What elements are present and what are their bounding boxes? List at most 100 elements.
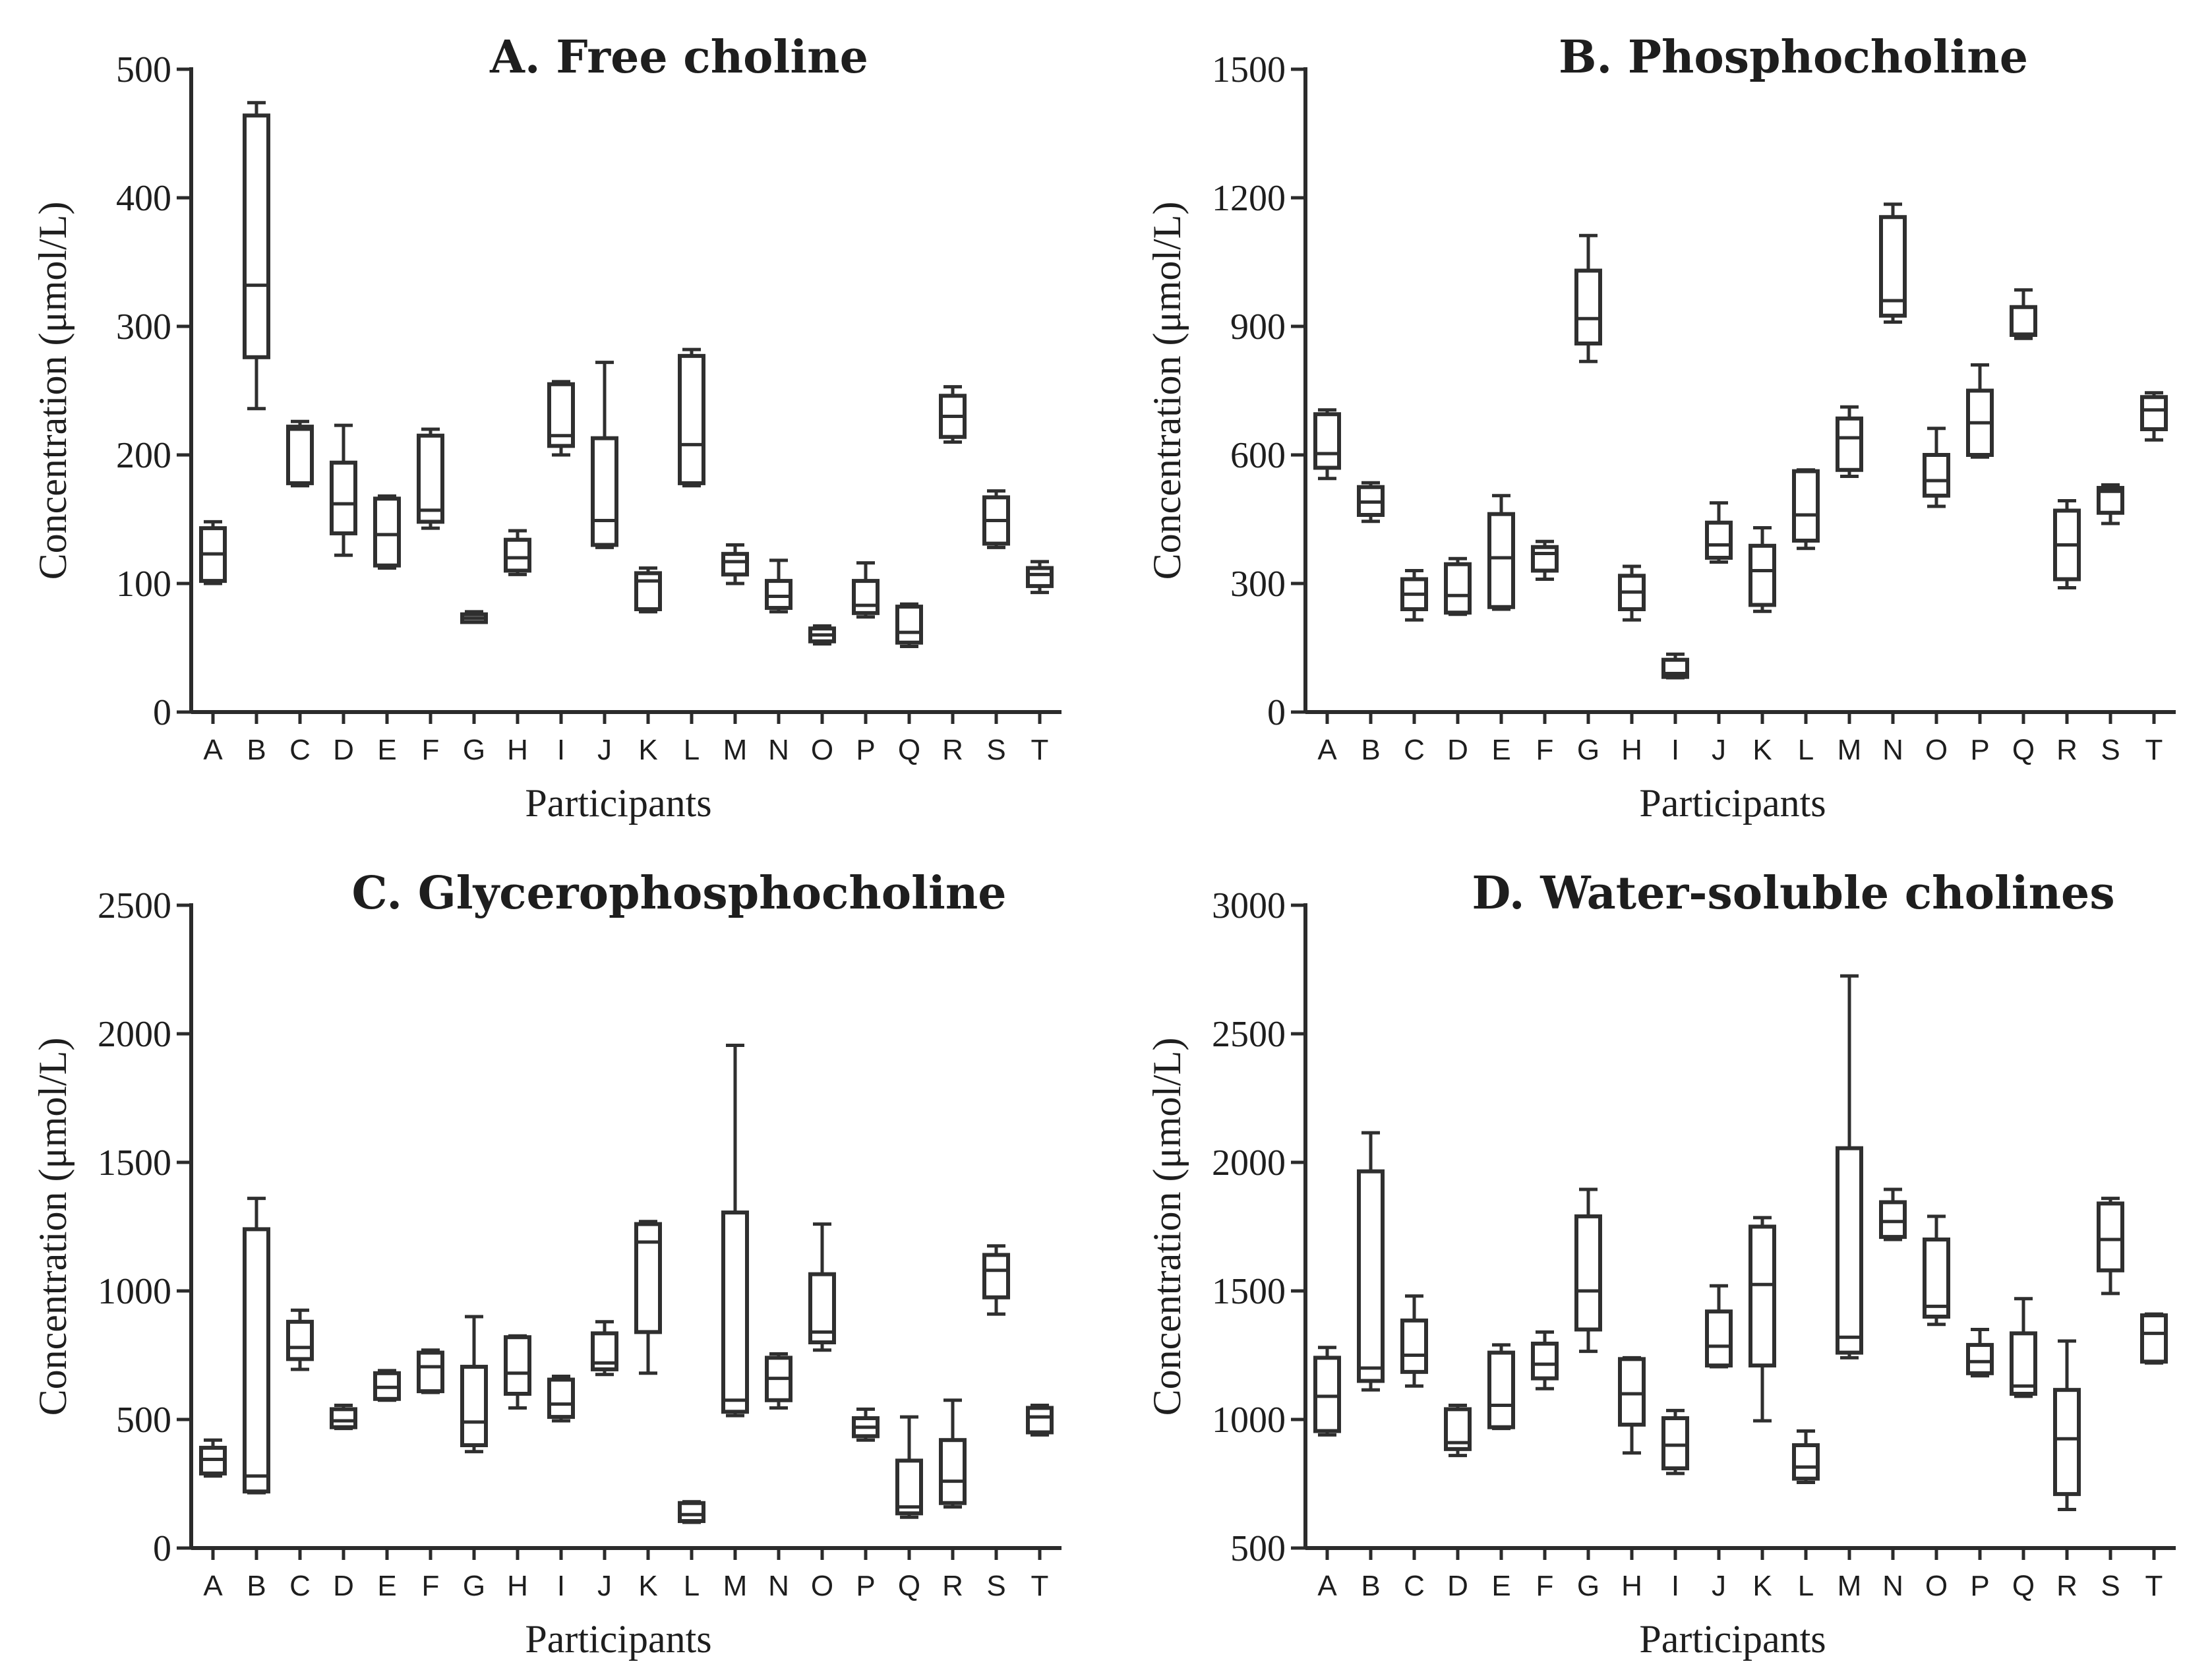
box-plot-R [2053,499,2081,589]
iqr-box [721,552,749,577]
box-plot-J [591,361,618,549]
x-tick-label: M [723,734,748,766]
y-tick-label: 400 [116,178,171,219]
x-tick-label: A [1317,734,1337,766]
box-plot-I [1661,652,1689,680]
iqr-box [1879,215,1907,318]
iqr-box [895,605,923,645]
x-tick-label: B [247,1570,266,1602]
box-plot-T [2140,1312,2168,1365]
iqr-box [1444,562,1472,615]
x-tick-label: F [1536,1570,1554,1602]
box-plot-E [373,1369,401,1402]
box-plot-D [1444,1404,1472,1458]
x-tick-label: I [1671,734,1679,766]
x-tick-label: R [942,1570,963,1602]
box-plot-M [721,543,749,585]
x-tick-label: K [1752,734,1772,766]
iqr-box [504,1335,531,1396]
x-tick-label: N [768,734,789,766]
box-plot-C [286,1308,314,1371]
box-plot-O [808,624,836,646]
box-plot-T [2140,391,2168,442]
iqr-box [1400,1318,1428,1374]
iqr-box [939,1438,967,1505]
x-tick-label: K [1752,1570,1772,1602]
box-plot-Q [2010,288,2037,340]
box-plot-P [1966,363,1994,459]
box-plot-B [1357,1131,1385,1392]
y-tick-label: 3000 [1212,885,1286,926]
x-tick-label: R [942,734,963,766]
y-tick-label: 300 [116,307,171,347]
x-tick-label: D [333,734,354,766]
iqr-box [2053,1388,2081,1497]
box-plot-K [634,1220,662,1375]
y-tick-label: 500 [116,1400,171,1441]
box-plot-N [1879,202,1907,324]
box-plot-L [1792,468,1820,551]
box-plot-H [1618,564,1646,622]
box-plot-J [1705,1284,1733,1369]
y-tick-label: 2500 [1212,1014,1286,1055]
iqr-box [243,1227,270,1494]
iqr-box [808,1272,836,1345]
x-tick-label: C [1404,734,1425,766]
x-tick-label: G [463,1570,485,1602]
x-axis-label: Participants [1639,781,1826,825]
x-tick-label: R [2056,734,2077,766]
y-axis-label: Concentration (μmol/L) [1145,202,1189,580]
x-axis-label: Participants [1639,1617,1826,1661]
box-plot-A [199,520,227,585]
x-axis-label: Participants [525,781,711,825]
iqr-box [634,1222,662,1334]
y-tick-label: 0 [153,692,171,733]
box-plot-G [1574,1187,1602,1354]
box-plot-F [417,1348,444,1394]
x-tick-label: J [1712,1570,1726,1602]
iqr-box [1749,543,1776,607]
box-plot-L [678,1500,705,1524]
x-tick-label: B [1361,734,1380,766]
box-plot-L [678,347,705,488]
iqr-box [330,460,357,535]
iqr-box [2140,395,2168,431]
iqr-box [1705,1309,1733,1368]
iqr-box [591,436,618,547]
iqr-box [852,579,880,615]
box-plot-I [1661,1408,1689,1476]
x-tick-label: O [811,734,833,766]
x-tick-label: D [333,1570,354,1602]
box-plot-G [460,610,488,624]
x-tick-label: Q [2012,734,2035,766]
box-plot-J [1705,501,1733,564]
iqr-box [895,1458,923,1516]
x-tick-label: C [289,1570,311,1602]
iqr-box [678,353,705,485]
box-plot-D [1444,556,1472,616]
x-tick-label: I [1671,1570,1679,1602]
box-plot-D [330,1404,357,1431]
x-tick-label: G [1577,1570,1599,1602]
chart-title: A. Free choline [489,31,868,84]
iqr-box [721,1210,749,1414]
chart-a-svg: A. Free choline 0 100 200 300 400 500 Concentra… [31,31,1061,825]
box-plot-K [1749,1216,1776,1423]
box-plot-P [1966,1328,1994,1378]
iqr-box [1661,1416,1689,1471]
y-tick-label: 1000 [1212,1400,1286,1441]
x-tick-label: A [1317,1570,1337,1602]
iqr-box [1923,453,1950,498]
y-tick-label: 100 [116,564,171,605]
chart-d-svg: D. Water-soluble cholines 500 1000 1500 2000… [1145,867,2176,1661]
x-tick-label: B [247,734,266,766]
iqr-box [1026,566,1054,588]
x-tick-label: A [203,734,223,766]
x-tick-label: J [597,734,612,766]
x-axis-label: Participants [525,1617,711,1661]
y-tick-label: 1500 [98,1143,171,1183]
x-tick-label: S [2101,1570,2120,1602]
y-tick-label: 200 [116,435,171,476]
iqr-box [1531,545,1559,573]
